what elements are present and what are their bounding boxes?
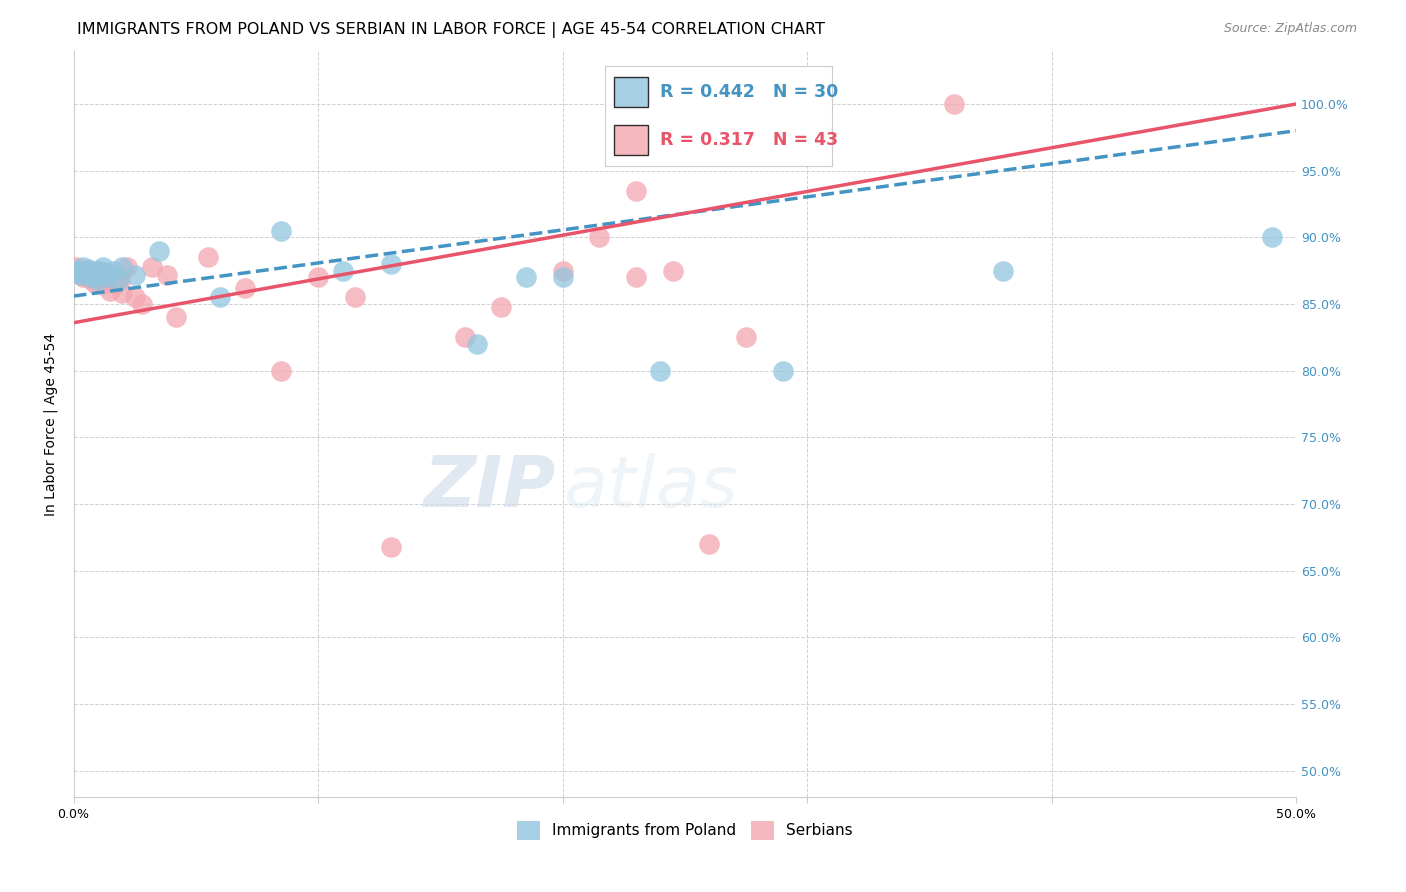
Point (624, 184, 647, 198)
Point (65, 263, 87, 277)
Point (270, 224, 292, 238)
Text: atlas: atlas (562, 453, 737, 522)
Point (89, 263, 111, 277)
Text: Source: ZipAtlas.com: Source: ZipAtlas.com (1223, 22, 1357, 36)
Point (111, 260, 134, 274)
Point (454, 330, 477, 344)
Point (70, 268, 93, 282)
Point (104, 277, 127, 291)
Point (131, 297, 153, 311)
Point (661, 263, 683, 277)
Point (124, 268, 146, 282)
Point (80, 273, 103, 287)
Point (124, 290, 146, 304)
Point (491, 300, 513, 314)
Point (233, 281, 256, 295)
Point (942, 97, 965, 112)
Point (101, 263, 124, 277)
Point (624, 144, 647, 158)
Point (87, 273, 110, 287)
Point (117, 260, 139, 274)
Point (588, 230, 610, 244)
Point (465, 337, 488, 351)
Point (70, 268, 93, 282)
Point (107, 270, 129, 285)
Legend: Immigrants from Poland, Serbians: Immigrants from Poland, Serbians (510, 815, 859, 846)
Point (94, 268, 117, 282)
Text: ZIP: ZIP (425, 453, 557, 522)
Point (209, 290, 232, 304)
Point (772, 364, 794, 378)
Point (84, 268, 107, 282)
Point (98, 284, 121, 298)
Point (141, 260, 163, 274)
Point (197, 251, 219, 265)
Point (89, 270, 111, 285)
Point (94, 265, 117, 279)
Point (77, 262, 100, 277)
Point (65, 260, 87, 274)
Point (697, 537, 720, 551)
Point (91, 260, 114, 274)
Point (67, 263, 90, 277)
Point (551, 263, 574, 277)
Point (77, 266, 100, 280)
Point (101, 268, 124, 282)
Point (380, 257, 402, 271)
Point (332, 263, 354, 277)
Point (624, 270, 647, 285)
Point (80, 270, 103, 285)
Point (148, 244, 170, 258)
Point (91, 277, 114, 291)
Point (1260, 230, 1282, 244)
Point (107, 273, 129, 287)
Point (515, 270, 537, 285)
Point (343, 290, 366, 304)
Text: IMMIGRANTS FROM POLAND VS SERBIAN IN LABOR FORCE | AGE 45-54 CORRELATION CHART: IMMIGRANTS FROM POLAND VS SERBIAN IN LAB… (77, 22, 825, 38)
Point (72, 270, 94, 285)
Point (108, 273, 131, 287)
Point (97, 273, 120, 287)
Point (82, 268, 104, 282)
Point (650, 364, 672, 378)
Point (551, 270, 574, 285)
Point (270, 364, 292, 378)
Point (165, 310, 187, 325)
Point (75, 263, 97, 277)
Point (307, 270, 329, 285)
Point (67, 265, 90, 279)
Point (84, 277, 107, 291)
Point (72, 260, 94, 274)
Point (991, 263, 1014, 277)
Point (75, 266, 97, 280)
Point (111, 286, 134, 301)
Point (97, 270, 120, 285)
Point (735, 330, 758, 344)
Point (87, 263, 110, 277)
Point (155, 268, 177, 282)
Point (82, 263, 104, 277)
Y-axis label: In Labor Force | Age 45-54: In Labor Force | Age 45-54 (44, 333, 58, 516)
Point (380, 540, 402, 554)
